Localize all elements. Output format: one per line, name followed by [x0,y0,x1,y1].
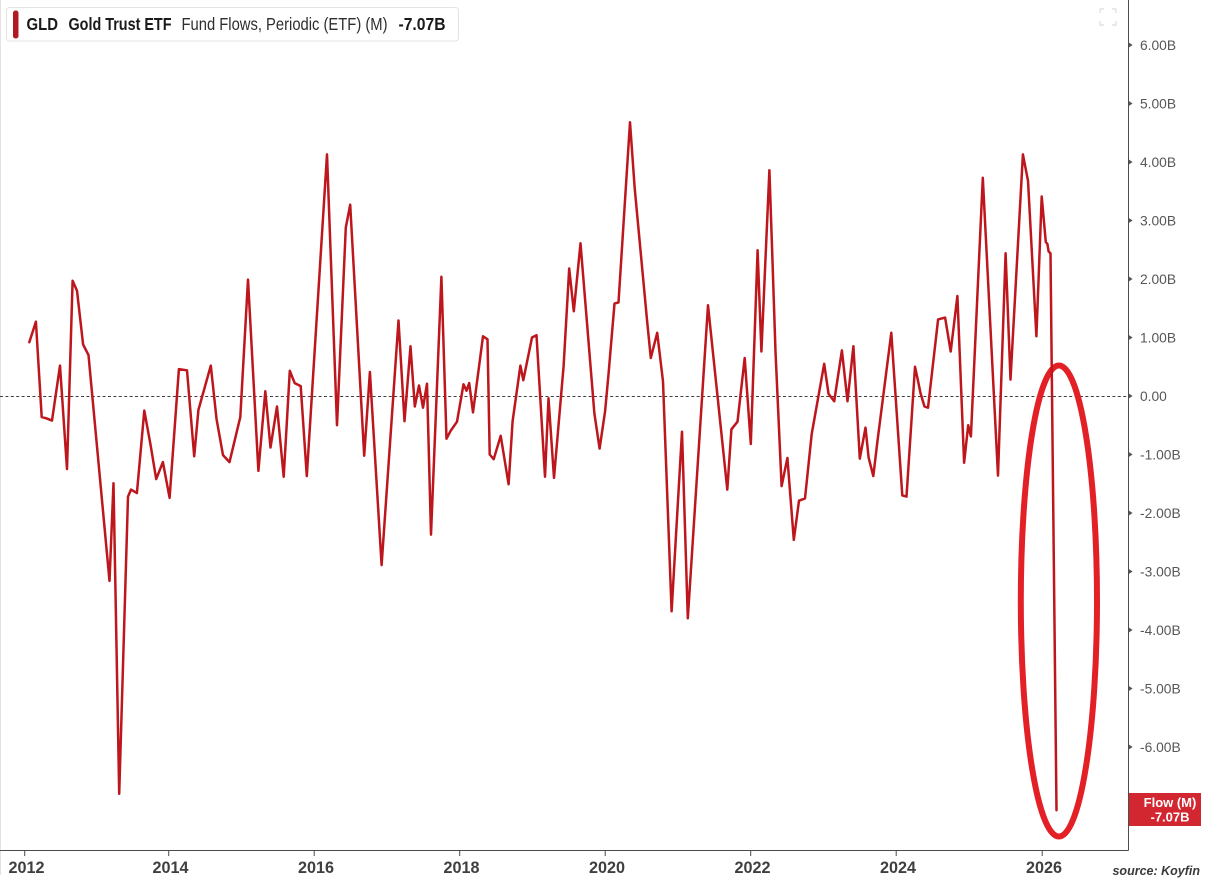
svg-text:6.00B: 6.00B [1140,38,1176,53]
svg-text:2.00B: 2.00B [1140,272,1176,287]
svg-text:source: Koyfin: source: Koyfin [1112,864,1200,878]
svg-text:2024: 2024 [880,859,916,877]
svg-text:2012: 2012 [8,859,44,877]
svg-text:2022: 2022 [734,859,770,877]
svg-text:2016: 2016 [298,859,334,877]
svg-text:Fund Flows, Periodic (ETF) (M): Fund Flows, Periodic (ETF) (M) [182,14,388,34]
svg-text:Gold Trust ETF: Gold Trust ETF [69,14,172,34]
svg-text:0.00: 0.00 [1140,389,1167,404]
svg-text:4.00B: 4.00B [1140,155,1176,170]
svg-text:2026: 2026 [1026,859,1062,877]
svg-text:-5.00B: -5.00B [1140,681,1181,696]
svg-text:GLD: GLD [27,14,59,34]
svg-text:-1.00B: -1.00B [1140,447,1181,462]
svg-text:2018: 2018 [443,859,479,877]
svg-text:Flow (M): Flow (M) [1144,795,1197,810]
svg-text:5.00B: 5.00B [1140,96,1176,111]
svg-text:1.00B: 1.00B [1140,330,1176,345]
svg-text:-7.07B: -7.07B [1150,810,1189,825]
svg-text:2020: 2020 [589,859,625,877]
svg-text:-4.00B: -4.00B [1140,623,1181,638]
svg-text:3.00B: 3.00B [1140,213,1176,228]
svg-text:2014: 2014 [152,859,188,877]
svg-text:-2.00B: -2.00B [1140,506,1181,521]
svg-text:-6.00B: -6.00B [1140,740,1181,755]
svg-text:-7.07B: -7.07B [399,14,446,34]
svg-text:-3.00B: -3.00B [1140,564,1181,579]
